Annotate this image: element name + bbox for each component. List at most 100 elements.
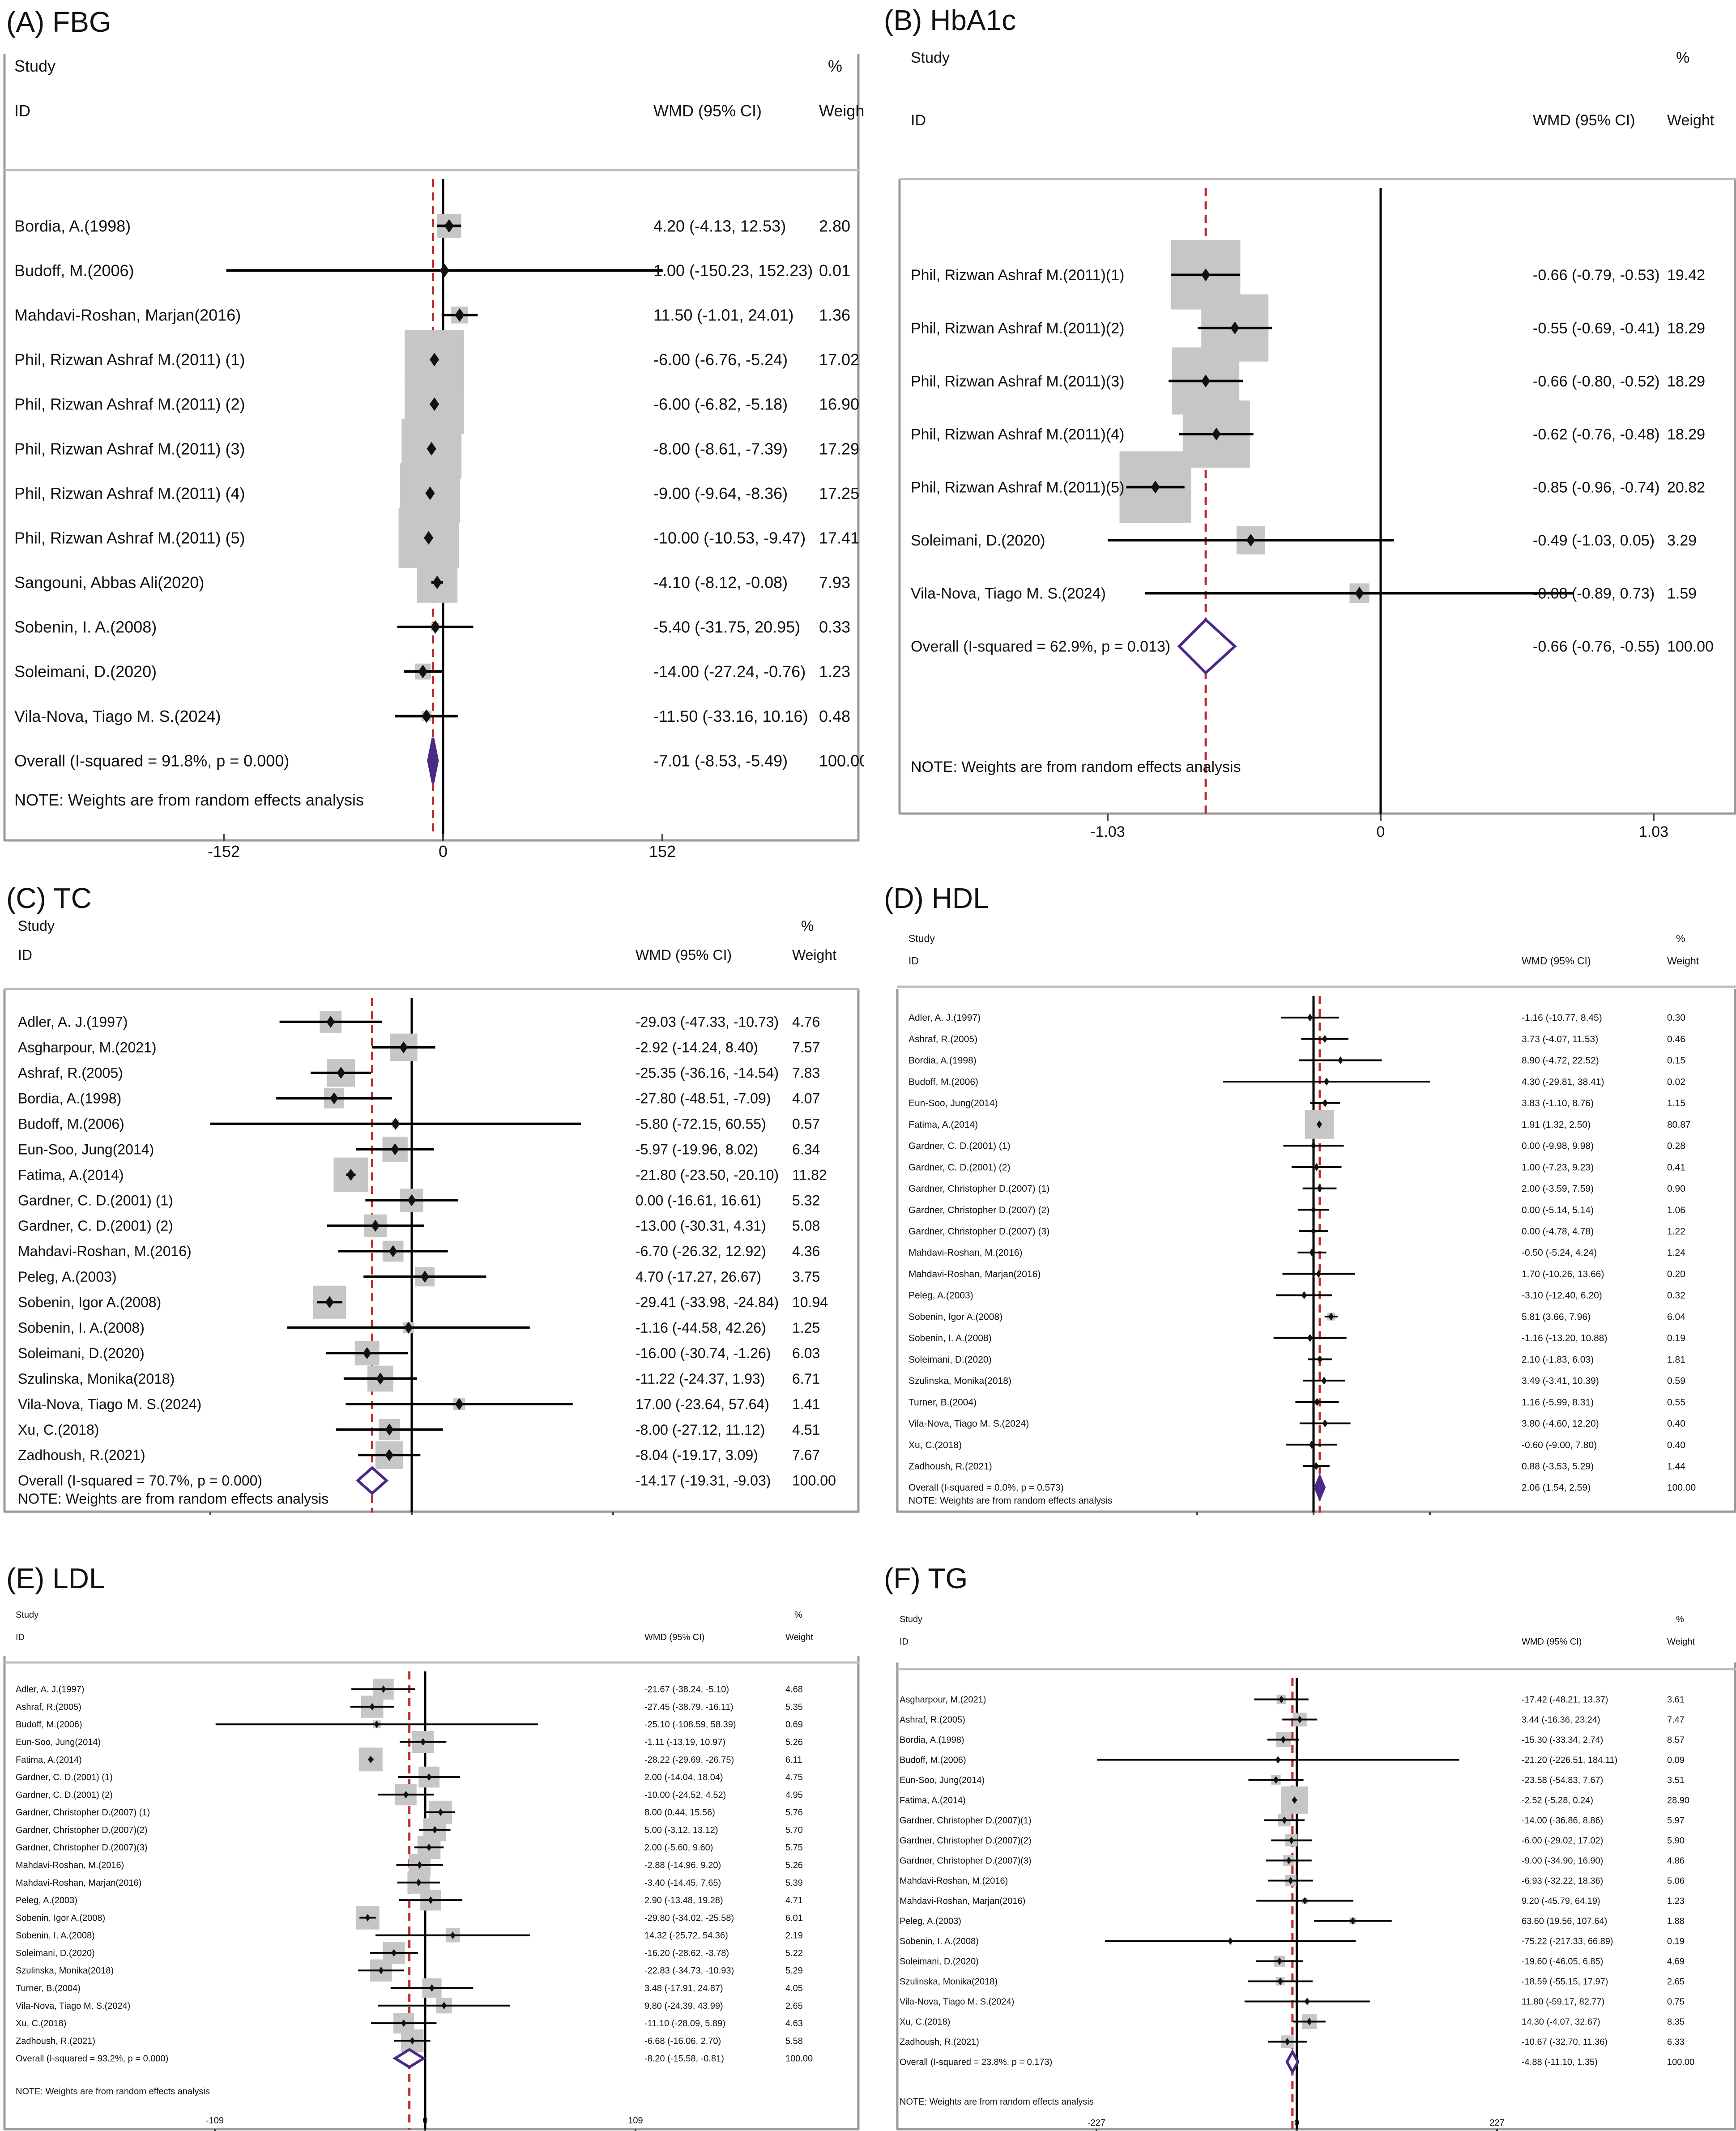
- weight-text: 8.57: [1667, 1735, 1685, 1745]
- forest-panel-hdl: (D) HDL Study ID% WMD (95% CI) Weight Adler, …: [870, 877, 1736, 1515]
- point-estimate: [1228, 1937, 1233, 1945]
- study-row: Gardner, C. D.(2001) (1) 0.00 (-9.98, 9.9…: [909, 1141, 1685, 1151]
- weight-text: 6.11: [785, 1755, 802, 1765]
- weight-text: 5.76: [785, 1808, 803, 1818]
- study-label: Gardner, C. D.(2001) (2): [909, 1162, 1011, 1172]
- effect-ci-text: -75.22 (-217.33, 66.89): [1522, 1937, 1613, 1947]
- study-label: Phil, Rizwan Ashraf M.(2011) (2): [14, 395, 245, 413]
- weight-text: 1.22: [1667, 1226, 1685, 1236]
- effect-ci-text: -8.00 (-27.12, 11.12): [636, 1422, 765, 1438]
- point-estimate: [450, 1931, 456, 1939]
- axis-tick-label: 152: [649, 842, 676, 859]
- study-row: Budoff, M.(2006) -21.20 (-226.51, 184.11)…: [900, 1756, 1685, 1765]
- point-estimate: [1230, 321, 1240, 335]
- panel-title: (C) TC: [6, 882, 92, 914]
- study-row: Vila-Nova, Tiago M. S.(2024) 17.00 (-23.6…: [18, 1396, 820, 1412]
- forest-panel-ldl: (E) LDL Study ID% WMD (95% CI) Weight Adler, …: [0, 1555, 864, 2131]
- study-label: Mahdavi-Roshan, Marjan(2016): [14, 306, 241, 324]
- study-row: Phil, Rizwan Ashraf M.(2011) (3) -8.00 (-…: [14, 418, 859, 479]
- point-estimate: [346, 1168, 355, 1181]
- panel-title: (B) HbA1c: [884, 4, 1016, 36]
- weight-text: 0.40: [1667, 1440, 1685, 1450]
- weight-text: 7.83: [792, 1065, 820, 1081]
- study-label: Vila-Nova, Tiago M. S.(2024): [18, 1396, 201, 1412]
- effect-ci-text: -16.00 (-30.74, -1.26): [636, 1345, 771, 1361]
- effect-ci-text: -9.00 (-9.64, -8.36): [653, 484, 788, 503]
- study-row: Phil, Rizwan Ashraf M.(2011)(3) -0.66 (-0…: [911, 347, 1705, 415]
- weight-text: 6.01: [785, 1913, 803, 1923]
- study-row: Soleimani, D.(2020) -0.49 (-1.03, 0.05) 3.…: [911, 526, 1697, 554]
- study-label: Mahdavi-Roshan, M.(2016): [16, 1861, 124, 1871]
- study-row: Fatima, A.(2014) -2.52 (-5.28, 0.24) 28.90: [900, 1786, 1689, 1814]
- study-row: Xu, C.(2018) -11.10 (-28.09, 5.89) 4.63: [16, 2012, 803, 2034]
- effect-ci-text: 1.00 (-7.23, 9.23): [1522, 1162, 1594, 1172]
- effect-ci-text: -0.60 (-9.00, 7.80): [1522, 1440, 1597, 1450]
- point-estimate: [1322, 1035, 1328, 1043]
- forest-plot-svg: Study ID% WMD (95% CI) Weight Bordia, A.(199…: [3, 54, 864, 859]
- effect-ci-text: 2.00 (-3.59, 7.59): [1522, 1184, 1594, 1194]
- overall-effect-text: -0.66 (-0.76, -0.55): [1533, 638, 1659, 655]
- study-row: Zadhoush, R.(2021) -8.04 (-19.17, 3.09) 7.…: [18, 1441, 820, 1469]
- effect-ci-text: 1.16 (-5.99, 8.31): [1522, 1397, 1594, 1407]
- weight-text: 1.59: [1667, 585, 1697, 602]
- weight-text: 0.59: [1667, 1376, 1685, 1386]
- study-row: Gardner, C. D.(2001) (1) 2.00 (-14.04, 18…: [16, 1766, 803, 1788]
- study-row: Szulinska, Monika(2018) -18.59 (-55.15, 1…: [900, 1977, 1685, 1987]
- weight-text: 4.71: [785, 1896, 803, 1905]
- header-effect: WMD (95% CI): [1522, 955, 1591, 967]
- study-label: Xu, C.(2018): [900, 2017, 950, 2027]
- overall-weight-text: 100.00: [1667, 638, 1714, 655]
- effect-ci-text: 1.91 (1.32, 2.50): [1522, 1120, 1591, 1130]
- forest-plot-svg: Study ID% WMD (95% CI) Weight Asgharpour, M.…: [896, 1615, 1736, 2131]
- study-label: Soleimani, D.(2020): [900, 1957, 979, 1967]
- weight-text: 0.28: [1667, 1141, 1685, 1151]
- study-label: Sobenin, Igor A.(2008): [909, 1312, 1002, 1322]
- weight-text: 5.58: [785, 2036, 803, 2046]
- axis-tick-label: 0: [422, 2116, 427, 2126]
- point-estimate: [422, 709, 431, 723]
- header-study: Study: [900, 1615, 922, 1624]
- point-estimate: [1310, 1227, 1317, 1235]
- study-label: Soleimani, D.(2020): [14, 662, 157, 681]
- axis-tick-label: -109: [206, 2116, 224, 2126]
- weight-text: 4.76: [792, 1014, 820, 1030]
- study-label: Adler, A. J.(1997): [16, 1685, 84, 1695]
- study-label: Soleimani, D.(2020): [16, 1948, 95, 1958]
- effect-ci-text: -1.16 (-13.20, 10.88): [1522, 1333, 1607, 1343]
- study-row: Vila-Nova, Tiago M. S.(2024) 9.80 (-24.39…: [16, 1998, 803, 2014]
- weight-text: 1.44: [1667, 1461, 1685, 1471]
- point-estimate: [325, 1296, 334, 1308]
- weight-text: 20.82: [1667, 479, 1705, 496]
- weight-text: 5.35: [785, 1702, 803, 1712]
- study-row: Ashraf, R.(2005) 3.44 (-16.36, 23.24) 7.47: [900, 1713, 1685, 1726]
- study-label: Fatima, A.(2014): [909, 1120, 978, 1130]
- study-row: Xu, C.(2018) 14.30 (-4.07, 32.67) 8.35: [900, 2014, 1685, 2029]
- axis-tick-label: 109: [628, 2116, 643, 2126]
- study-row: Mahdavi-Roshan, Marjan(2016) -3.40 (-14.4…: [16, 1871, 803, 1894]
- axis-tick-label: 0: [1294, 2118, 1299, 2128]
- effect-ci-text: -22.83 (-34.73, -10.93): [644, 1966, 734, 1976]
- study-label: Sobenin, Igor A.(2008): [18, 1294, 161, 1310]
- effect-ci-text: 3.44 (-16.36, 23.24): [1522, 1715, 1600, 1725]
- study-row: Sobenin, Igor A.(2008) -29.41 (-33.98, -2…: [18, 1285, 828, 1319]
- point-estimate: [388, 1245, 397, 1257]
- effect-ci-text: -1.11 (-13.19, 10.97): [644, 1738, 725, 1747]
- study-row: Mahdavi-Roshan, Marjan(2016) 9.20 (-45.79…: [900, 1897, 1685, 1906]
- effect-ci-text: -3.10 (-12.40, 6.20): [1522, 1291, 1602, 1301]
- point-estimate: [427, 442, 436, 456]
- study-label: Vila-Nova, Tiago M. S.(2024): [909, 1419, 1029, 1429]
- effect-ci-text: 0.00 (-9.98, 9.98): [1522, 1141, 1594, 1151]
- effect-ci-text: 8.00 (0.44, 15.56): [644, 1808, 715, 1818]
- study-label: Eun-Soo, Jung(2014): [909, 1098, 998, 1108]
- overall-row: Overall (I-squared = 62.9%, p = 0.013) -0…: [911, 618, 1714, 675]
- overall-effect-text: -14.17 (-19.31, -9.03): [636, 1473, 771, 1489]
- study-label: Eun-Soo, Jung(2014): [16, 1738, 101, 1747]
- point-estimate: [403, 1790, 409, 1799]
- study-label: Zadhoush, R.(2021): [909, 1461, 992, 1471]
- study-label: Phil, Rizwan Ashraf M.(2011)(4): [911, 426, 1124, 443]
- study-row: Peleg, A.(2003) 63.60 (19.56, 107.64) 1.88: [900, 1917, 1685, 1926]
- point-estimate: [1317, 1355, 1323, 1364]
- study-label: Phil, Rizwan Ashraf M.(2011) (3): [14, 439, 245, 458]
- study-label: Fatima, A.(2014): [16, 1755, 82, 1765]
- effect-ci-text: -0.50 (-5.24, 4.24): [1522, 1248, 1597, 1258]
